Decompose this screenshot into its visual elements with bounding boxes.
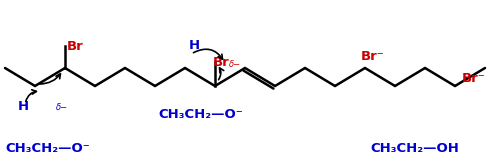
Text: Br⁻: Br⁻ <box>361 50 385 63</box>
Text: Br⁻: Br⁻ <box>462 72 486 84</box>
Text: Br: Br <box>67 40 84 53</box>
Text: CH₃CH₂—O⁻: CH₃CH₂—O⁻ <box>5 142 90 155</box>
Text: H: H <box>189 39 200 52</box>
Text: H: H <box>18 100 28 113</box>
Text: Br: Br <box>213 56 230 69</box>
Text: δ−: δ− <box>229 60 241 69</box>
Text: δ−: δ− <box>56 103 68 112</box>
Text: CH₃CH₂—O⁻: CH₃CH₂—O⁻ <box>158 108 243 121</box>
Text: CH₃CH₂—OH: CH₃CH₂—OH <box>370 142 459 155</box>
